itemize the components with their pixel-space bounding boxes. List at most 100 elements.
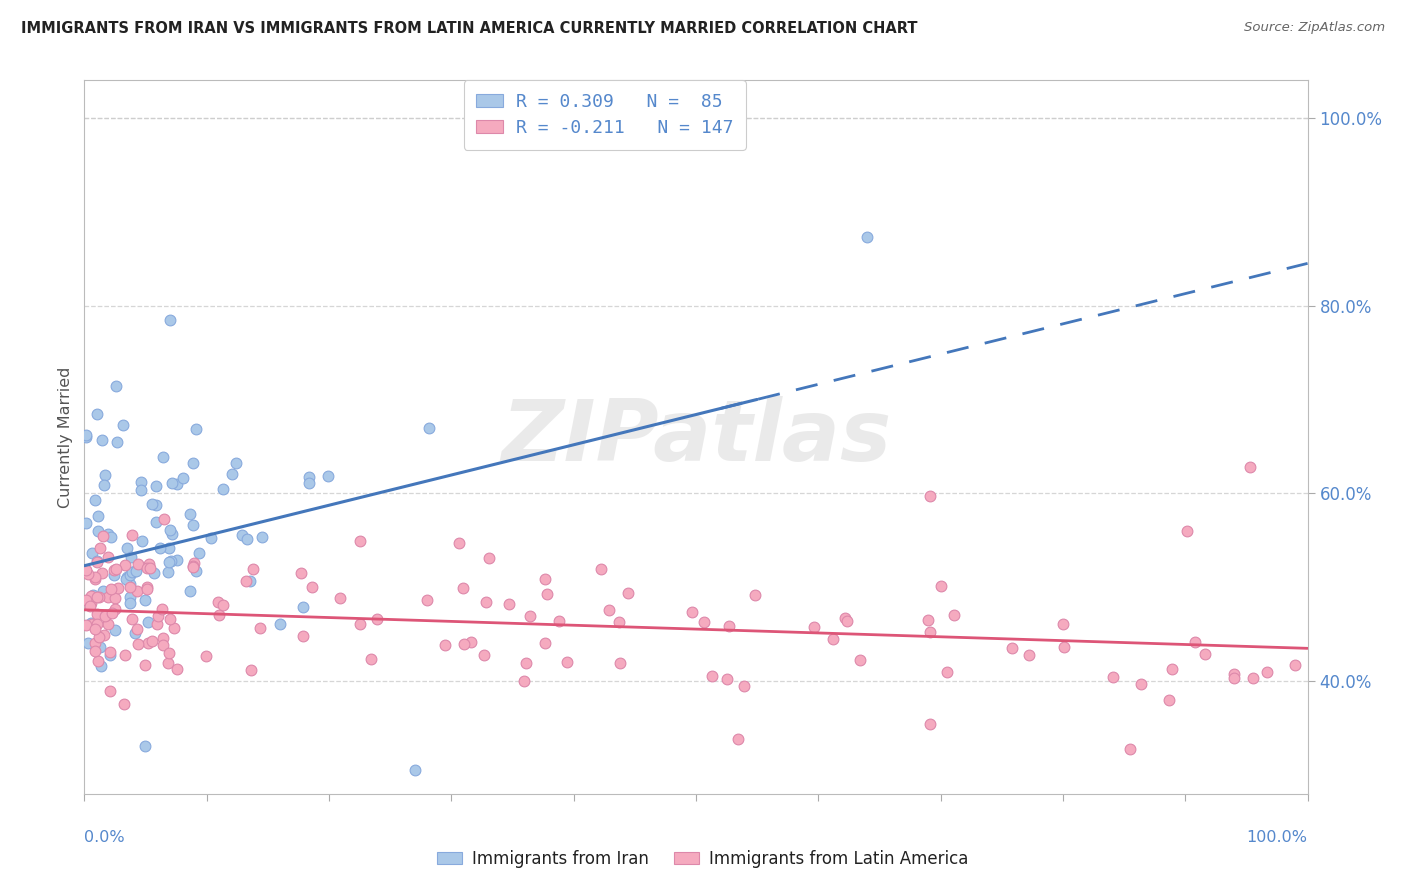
- Point: [136, 636, 159, 650]
- Point: [186, 564, 208, 578]
- Point: [93, 628, 115, 642]
- Point: [547, 614, 569, 628]
- Point: [75, 592, 97, 607]
- Point: [91, 584, 114, 599]
- Point: [453, 637, 475, 651]
- Point: [936, 665, 959, 679]
- Point: [460, 635, 482, 649]
- Point: [127, 622, 149, 636]
- Point: [75, 516, 97, 531]
- Point: [162, 527, 184, 541]
- Point: [120, 568, 142, 582]
- Point: [449, 535, 471, 549]
- Point: [142, 566, 165, 580]
- Point: [105, 434, 128, 449]
- Point: [1175, 524, 1198, 538]
- Point: [104, 601, 127, 615]
- Point: [451, 581, 474, 595]
- Point: [77, 636, 100, 650]
- Point: [179, 584, 201, 599]
- Point: [77, 566, 100, 581]
- Point: [269, 617, 291, 632]
- Point: [849, 653, 872, 667]
- Point: [138, 557, 160, 571]
- Legend: Immigrants from Iran, Immigrants from Latin America: Immigrants from Iran, Immigrants from La…: [430, 844, 976, 875]
- Text: ZIPatlas: ZIPatlas: [501, 395, 891, 479]
- Point: [835, 614, 858, 628]
- Point: [135, 560, 157, 574]
- Point: [242, 561, 264, 575]
- Y-axis label: Currently Married: Currently Married: [58, 367, 73, 508]
- Point: [121, 528, 143, 542]
- Point: [513, 674, 536, 689]
- Point: [82, 588, 104, 602]
- Point: [1001, 641, 1024, 656]
- Point: [159, 523, 181, 537]
- Point: [179, 508, 201, 522]
- Point: [80, 596, 103, 610]
- Point: [136, 615, 159, 630]
- Point: [301, 580, 323, 594]
- Point: [90, 433, 112, 447]
- Point: [727, 732, 749, 747]
- Point: [607, 615, 630, 629]
- Point: [156, 656, 179, 670]
- Point: [100, 645, 122, 659]
- Point: [93, 468, 115, 483]
- Point: [681, 605, 703, 619]
- Point: [79, 589, 101, 603]
- Point: [115, 541, 138, 555]
- Point: [90, 658, 112, 673]
- Point: [856, 230, 879, 244]
- Point: [1256, 665, 1278, 679]
- Point: [716, 672, 738, 686]
- Point: [181, 560, 204, 574]
- Point: [103, 563, 125, 577]
- Point: [84, 570, 107, 584]
- Point: [943, 607, 966, 622]
- Point: [84, 492, 107, 507]
- Point: [533, 573, 555, 587]
- Point: [149, 541, 172, 556]
- Point: [94, 608, 117, 623]
- Point: [97, 549, 120, 564]
- Point: [1130, 676, 1153, 690]
- Point: [1239, 460, 1261, 475]
- Point: [181, 456, 204, 470]
- Point: [918, 489, 941, 503]
- Point: [693, 615, 716, 630]
- Point: [104, 623, 127, 637]
- Point: [617, 585, 640, 599]
- Point: [129, 475, 152, 489]
- Point: [96, 608, 118, 623]
- Point: [292, 600, 315, 615]
- Point: [87, 654, 110, 668]
- Point: [145, 479, 167, 493]
- Point: [733, 679, 755, 693]
- Point: [239, 574, 262, 588]
- Point: [803, 620, 825, 634]
- Text: IMMIGRANTS FROM IRAN VS IMMIGRANTS FROM LATIN AMERICA CURRENTLY MARRIED CORRELAT: IMMIGRANTS FROM IRAN VS IMMIGRANTS FROM …: [21, 21, 918, 36]
- Point: [100, 582, 122, 596]
- Point: [93, 478, 115, 492]
- Point: [114, 558, 136, 572]
- Point: [834, 611, 856, 625]
- Legend: R = 0.309   N =  85, R = -0.211   N = 147: R = 0.309 N = 85, R = -0.211 N = 147: [464, 80, 747, 150]
- Point: [917, 613, 939, 627]
- Point: [152, 638, 174, 652]
- Point: [208, 608, 231, 623]
- Point: [360, 651, 382, 665]
- Point: [160, 554, 183, 568]
- Point: [920, 716, 942, 731]
- Point: [135, 580, 157, 594]
- Point: [298, 470, 321, 484]
- Point: [115, 570, 138, 584]
- Point: [1053, 640, 1076, 655]
- Point: [212, 598, 235, 612]
- Point: [135, 582, 157, 596]
- Point: [89, 640, 111, 654]
- Point: [100, 684, 122, 698]
- Point: [519, 608, 541, 623]
- Point: [87, 630, 110, 644]
- Point: [163, 621, 186, 635]
